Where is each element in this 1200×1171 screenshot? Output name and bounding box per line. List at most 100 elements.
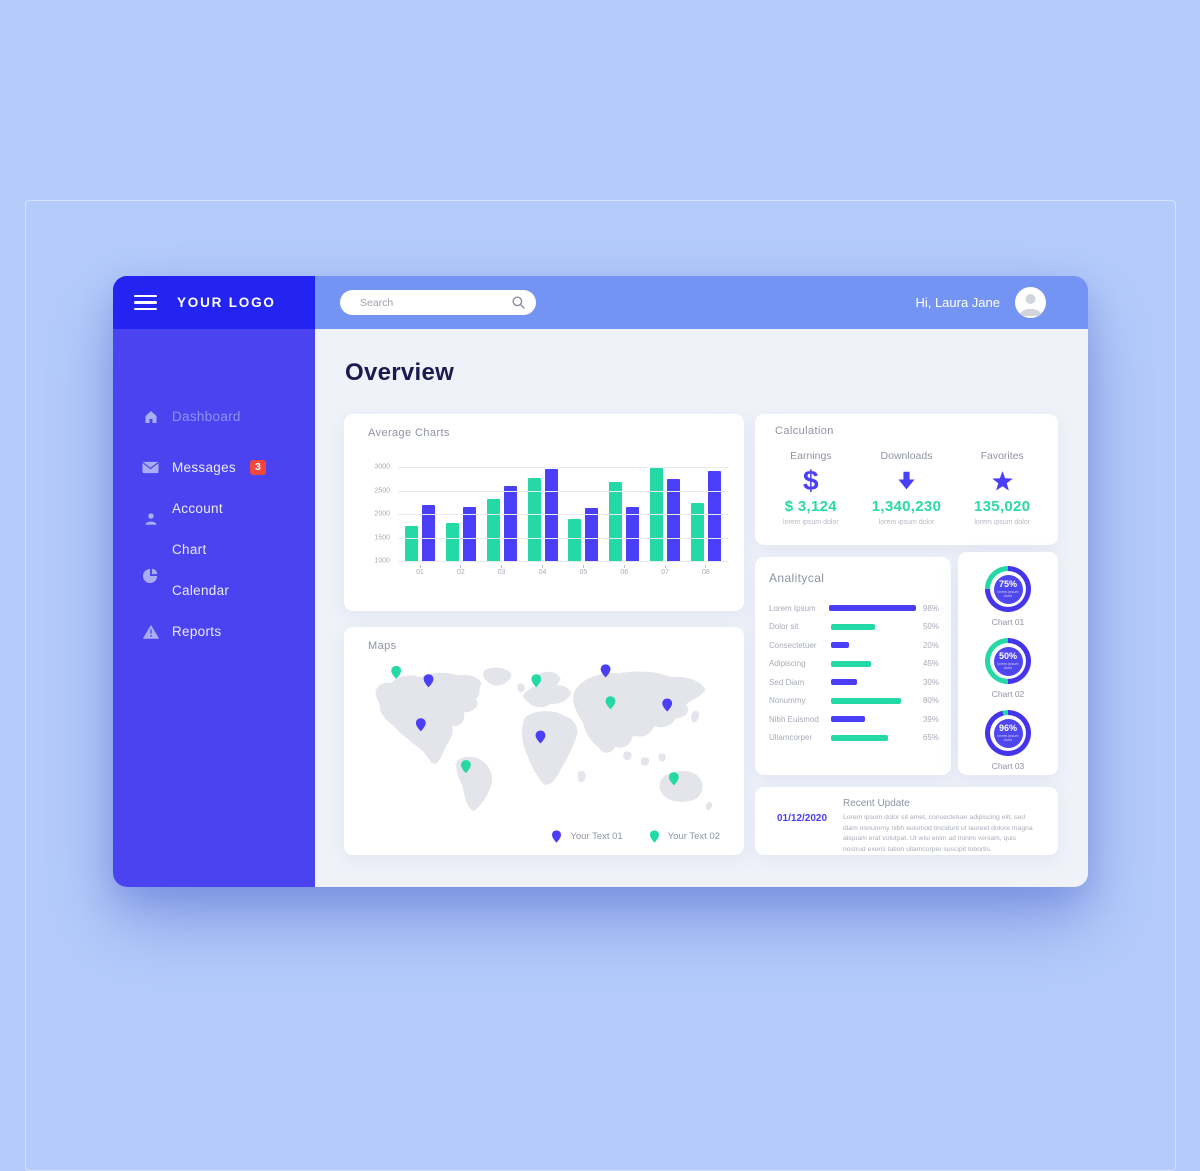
donut-charts-card: 75% lorem ipsum dolor Chart 01 50% lorem ips… — [958, 552, 1058, 775]
calculation-stats: Earnings $ $ 3,124 lorem ipsum dolor Downloa… — [763, 450, 1050, 526]
donut-ring: 50% lorem ipsum dolor — [985, 638, 1031, 684]
bar-chart-x-axis: 01 02 03 04 05 06 07 08 — [398, 565, 728, 576]
warning-icon — [142, 624, 159, 639]
stat-downloads: Downloads 1,340,230 lorem ipsum dolor — [859, 450, 955, 526]
donut-chart-01: 75% lorem ipsum dolor Chart 01 — [985, 566, 1031, 627]
donut-subtext: lorem ipsum dolor — [997, 589, 1019, 598]
stat-subtext: lorem ipsum dolor — [878, 519, 935, 526]
analytic-row-label: Nonummy — [769, 696, 806, 706]
analytic-bar-track — [831, 697, 915, 704]
donut-ring: 96% lorem ipsum dolor — [985, 710, 1031, 756]
analytic-bar — [831, 716, 866, 723]
bar-green — [527, 477, 541, 561]
analytic-row-label: Sed Diam — [769, 677, 805, 687]
gridline: 1500 — [374, 534, 728, 541]
bar-group — [568, 507, 599, 561]
map-legend-label: Your Text 02 — [667, 831, 720, 842]
x-axis-label: 02 — [446, 565, 476, 576]
sidebar-item-label: Chart — [172, 542, 207, 557]
analytical-title: Analitycal — [769, 571, 825, 585]
sidebar-item-account[interactable]: Account — [113, 488, 315, 529]
stat-label: Favorites — [980, 450, 1024, 462]
calculation-title: Calculation — [775, 425, 834, 437]
gridline: 2000 — [374, 511, 728, 518]
search-bar[interactable] — [340, 290, 536, 315]
map-pin-blue — [535, 730, 546, 744]
map-pin-blue — [662, 698, 673, 712]
map-pin-green — [531, 674, 542, 688]
sidebar-item-reports[interactable]: Reports — [113, 611, 315, 652]
bar-blue — [585, 507, 599, 561]
bar-green — [568, 518, 582, 561]
sidebar-item-dashboard[interactable]: Dashboard — [113, 396, 315, 437]
bar-blue — [462, 507, 476, 561]
legend-pin-icon — [649, 830, 659, 843]
y-axis-label: 2500 — [374, 487, 390, 494]
search-icon[interactable] — [512, 296, 525, 314]
calculation-card: Calculation Earnings $ $ 3,124 lorem ipsum … — [755, 414, 1058, 545]
analytic-row-percent: 65% — [922, 733, 939, 743]
bar-green — [405, 525, 418, 561]
x-axis-label-text: 03 — [497, 569, 506, 576]
donut-gap: 96% lorem ipsum dolor — [990, 715, 1026, 751]
stat-icon-wrap — [859, 464, 955, 498]
maps-title: Maps — [368, 640, 397, 652]
stat-subtext: lorem ipsum dolor — [974, 519, 1030, 526]
home-icon — [142, 409, 159, 425]
donut-gap: 75% lorem ipsum dolor — [990, 571, 1026, 607]
bar-group — [405, 504, 435, 561]
stat-subtext: lorem ipsum dolor — [783, 519, 839, 526]
donut-center: 96% lorem ipsum dolor — [993, 718, 1023, 748]
bar-group — [486, 485, 517, 561]
analytic-row: Consectetuer 20% — [769, 636, 939, 655]
sidebar-item-chart[interactable]: Chart — [113, 529, 315, 570]
gridline: 2500 — [374, 487, 728, 494]
analytic-bar — [829, 605, 916, 612]
recent-update-card: 01/12/2020 Recent Update Lorem ipsum dol… — [755, 787, 1058, 855]
analytic-bar-track — [829, 605, 916, 612]
avatar[interactable] — [1015, 287, 1046, 318]
sidebar: YOUR LOGO Dashboard Messages 3 Account Chart… — [113, 276, 315, 887]
sidebar-item-messages[interactable]: Messages 3 — [113, 447, 315, 488]
analytic-row: Sed Diam 30% — [769, 673, 939, 692]
x-axis-label-text: 07 — [661, 569, 669, 576]
analytical-card: Analitycal Lorem Ipsum 98% Dolor sit 50% Con… — [755, 557, 951, 775]
analytic-row-label: Nibh Euismod — [769, 714, 819, 724]
x-axis-label: 04 — [528, 565, 558, 576]
analytic-row-percent: 20% — [922, 640, 939, 650]
x-axis-label: 01 — [405, 565, 435, 576]
map-pin-green — [668, 772, 679, 786]
y-axis-label: 1500 — [374, 534, 390, 541]
analytic-row-percent: 80% — [922, 696, 939, 706]
donut-value: 96% — [998, 723, 1017, 734]
arrow-down-icon — [898, 471, 915, 490]
bar-group — [690, 470, 721, 561]
greeting: Hi, Laura Jane — [915, 295, 1000, 310]
sidebar-header: YOUR LOGO — [113, 276, 315, 329]
menu-icon[interactable] — [134, 294, 157, 311]
map-pin-blue — [423, 674, 434, 688]
donut-chart-02: 50% lorem ipsum dolor Chart 02 — [985, 638, 1031, 699]
recent-update-body: Recent Update Lorem ipsum dolor sit amet… — [843, 787, 1058, 855]
x-axis-tick — [419, 565, 421, 568]
sidebar-item-label: Account — [172, 501, 223, 516]
analytic-row: Dolor sit 50% — [769, 618, 939, 637]
analytic-row: Nonummy 80% — [769, 692, 939, 711]
sidebar-item-calendar[interactable]: Calendar — [113, 568, 315, 611]
analytic-bar — [831, 642, 849, 649]
analytic-bar-track — [831, 642, 915, 649]
search-input[interactable] — [358, 295, 502, 310]
x-axis-tick — [705, 565, 707, 568]
x-axis-tick — [460, 565, 462, 568]
sidebar-item-label: Dashboard — [172, 409, 241, 424]
donut-caption: Chart 02 — [991, 689, 1025, 699]
stat-value: 1,340,230 — [871, 498, 942, 515]
topbar: Hi, Laura Jane — [315, 276, 1088, 329]
bar-chart: 01 02 03 04 05 06 07 08 1000 1500 2000 2500 3000 — [374, 464, 728, 576]
x-axis-label: 06 — [609, 565, 639, 576]
map-pin-green — [605, 696, 616, 710]
pie-icon — [142, 568, 159, 584]
donut-center: 50% lorem ipsum dolor — [993, 646, 1023, 676]
analytic-row: Lorem Ipsum 98% — [769, 599, 939, 618]
main-content: Overview Average Charts 01 02 03 04 05 06 07 08… — [315, 329, 1088, 887]
